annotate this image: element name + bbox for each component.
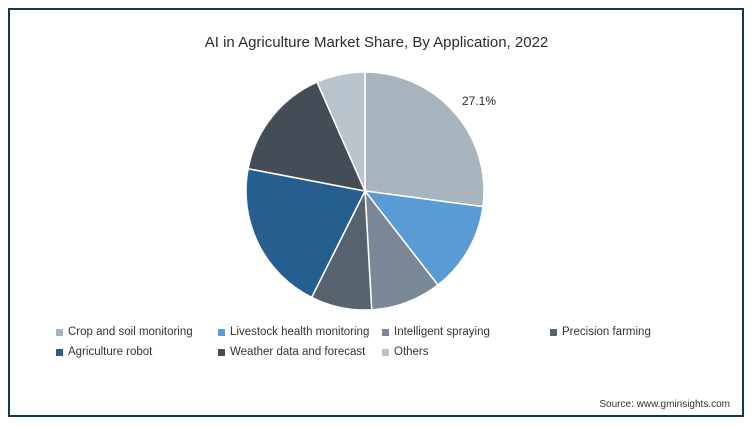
legend-swatch (218, 328, 225, 336)
legend-label: Weather data and forecast (230, 346, 366, 358)
chart-title: AI in Agriculture Market Share, By Appli… (204, 34, 549, 51)
legend-label: Others (394, 346, 429, 358)
pie-slice-weather-data-and-forecast (247, 81, 367, 193)
pie-slice-crop-and-soil-monitoring (364, 71, 485, 208)
source-note: Source: www.gminsights.com (599, 399, 730, 410)
legend-label: Livestock health monitoring (230, 326, 370, 338)
legend-swatch (56, 328, 63, 336)
pie-slice-agriculture-robot (245, 167, 367, 299)
legend-label: Precision farming (562, 326, 651, 338)
legend-row: Crop and soil monitoring Livestock healt… (56, 322, 696, 342)
legend-swatch (218, 348, 225, 356)
pie-labels: 27.1% (462, 94, 496, 108)
legend-item: Weather data and forecast (218, 346, 382, 358)
legend-swatch (550, 328, 557, 336)
pie-slice-livestock-health-monitoring (363, 190, 484, 287)
legend-swatch (56, 348, 63, 356)
legend-item: Livestock health monitoring (218, 326, 382, 338)
legend-row: Agriculture robot Weather data and forec… (56, 342, 696, 362)
pie-slice-others (316, 71, 366, 192)
pie-slices (245, 71, 485, 311)
legend-label: Agriculture robot (68, 346, 153, 358)
data-label: 27.1% (462, 94, 496, 108)
legend-label: Crop and soil monitoring (68, 326, 193, 338)
legend-item: Precision farming (550, 326, 690, 338)
legend-label: Intelligent spraying (394, 326, 490, 338)
legend-item: Agriculture robot (56, 346, 218, 358)
legend-swatch (382, 328, 389, 336)
legend: Crop and soil monitoring Livestock healt… (56, 322, 696, 362)
legend-item: Others (382, 346, 550, 358)
legend-item: Intelligent spraying (382, 326, 550, 338)
legend-swatch (382, 348, 389, 356)
legend-item: Crop and soil monitoring (56, 326, 218, 338)
